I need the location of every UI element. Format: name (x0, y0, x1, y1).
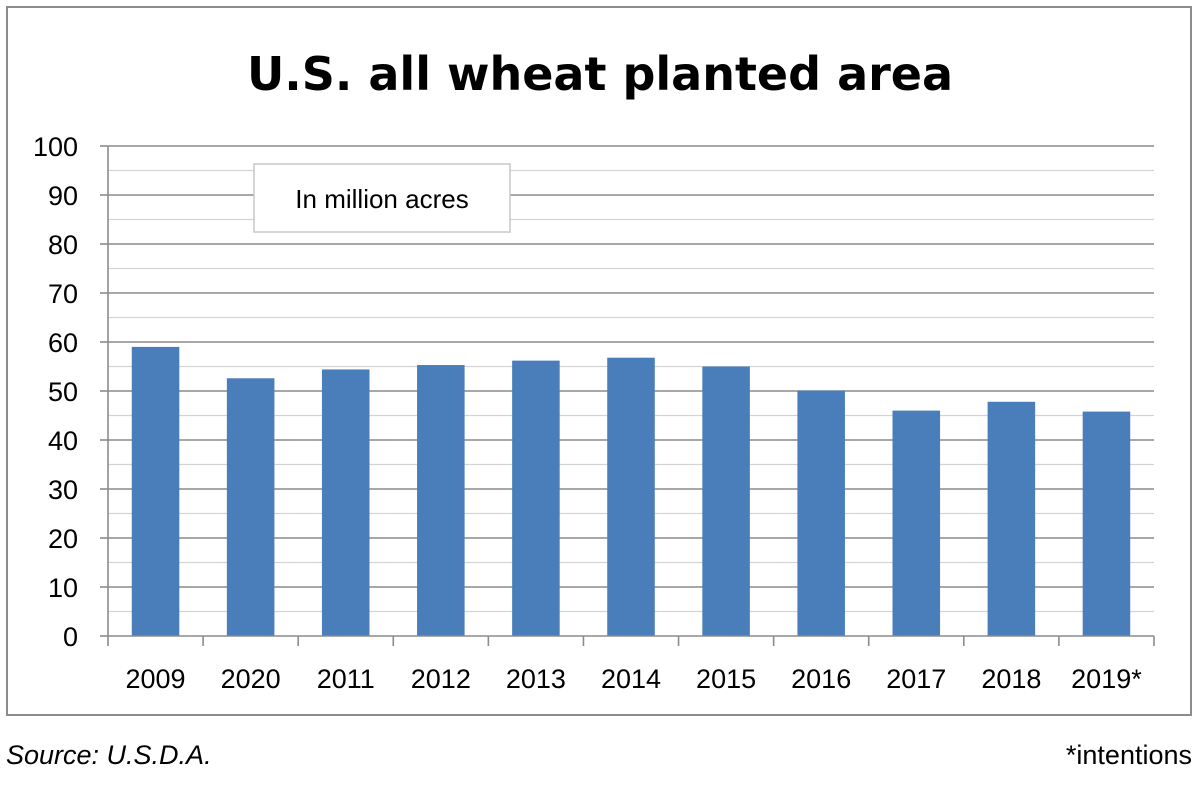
axes (107, 146, 1155, 646)
x-tick-label: 2019* (1071, 664, 1142, 694)
bar-2014 (607, 357, 655, 636)
bar-2009 (131, 346, 180, 636)
y-tick-label: 100 (33, 132, 78, 162)
y-tick-label: 20 (48, 524, 78, 554)
x-tick-label: 2016 (791, 664, 851, 694)
x-tick-label: 2018 (981, 664, 1041, 694)
x-tick-label: 2015 (696, 664, 756, 694)
units-annotation-box: In million acres (253, 163, 511, 233)
y-axis-ticks: 0 10 20 30 40 50 60 70 80 90 100 (33, 132, 108, 652)
bars (131, 346, 1131, 636)
x-axis-ticks: 2009 2020 2011 2012 2013 2014 2015 2016 2017 2018… (126, 664, 1143, 694)
x-tick-label: 2013 (506, 664, 566, 694)
y-tick-label: 70 (48, 279, 78, 309)
x-tick-label: 2011 (317, 664, 375, 694)
bar-2017 (892, 410, 941, 636)
y-tick-label: 50 (48, 377, 78, 407)
y-tick-label: 60 (48, 328, 78, 358)
y-tick-label: 0 (63, 622, 78, 652)
source-note: Source: U.S.D.A. (6, 740, 212, 770)
y-tick-label: 80 (48, 230, 78, 260)
x-tick-label: 2009 (126, 664, 186, 694)
bar-2012 (417, 365, 465, 636)
units-annotation: In million acres (295, 184, 468, 214)
bar-2019 (1082, 411, 1131, 636)
x-tick-label: 2012 (411, 664, 471, 694)
bar-2020 (226, 378, 275, 636)
x-tick-label: 2020 (221, 664, 281, 694)
bar-2011 (321, 369, 370, 636)
y-tick-label: 90 (48, 181, 78, 211)
y-tick-label: 10 (48, 573, 78, 603)
bar-2016 (797, 390, 845, 636)
y-tick-label: 40 (48, 426, 78, 456)
bar-chart: U.S. all wheat planted area 0 10 20 30 40 50 6… (33, 47, 1155, 694)
intentions-footnote: *intentions (1065, 740, 1192, 770)
y-tick-label: 30 (48, 475, 78, 505)
bar-2018 (987, 401, 1036, 636)
x-tick-label: 2017 (886, 664, 946, 694)
x-tick-label: 2014 (601, 664, 661, 694)
bar-2013 (512, 360, 560, 636)
bar-2015 (702, 366, 750, 636)
chart-title: U.S. all wheat planted area (247, 47, 953, 101)
